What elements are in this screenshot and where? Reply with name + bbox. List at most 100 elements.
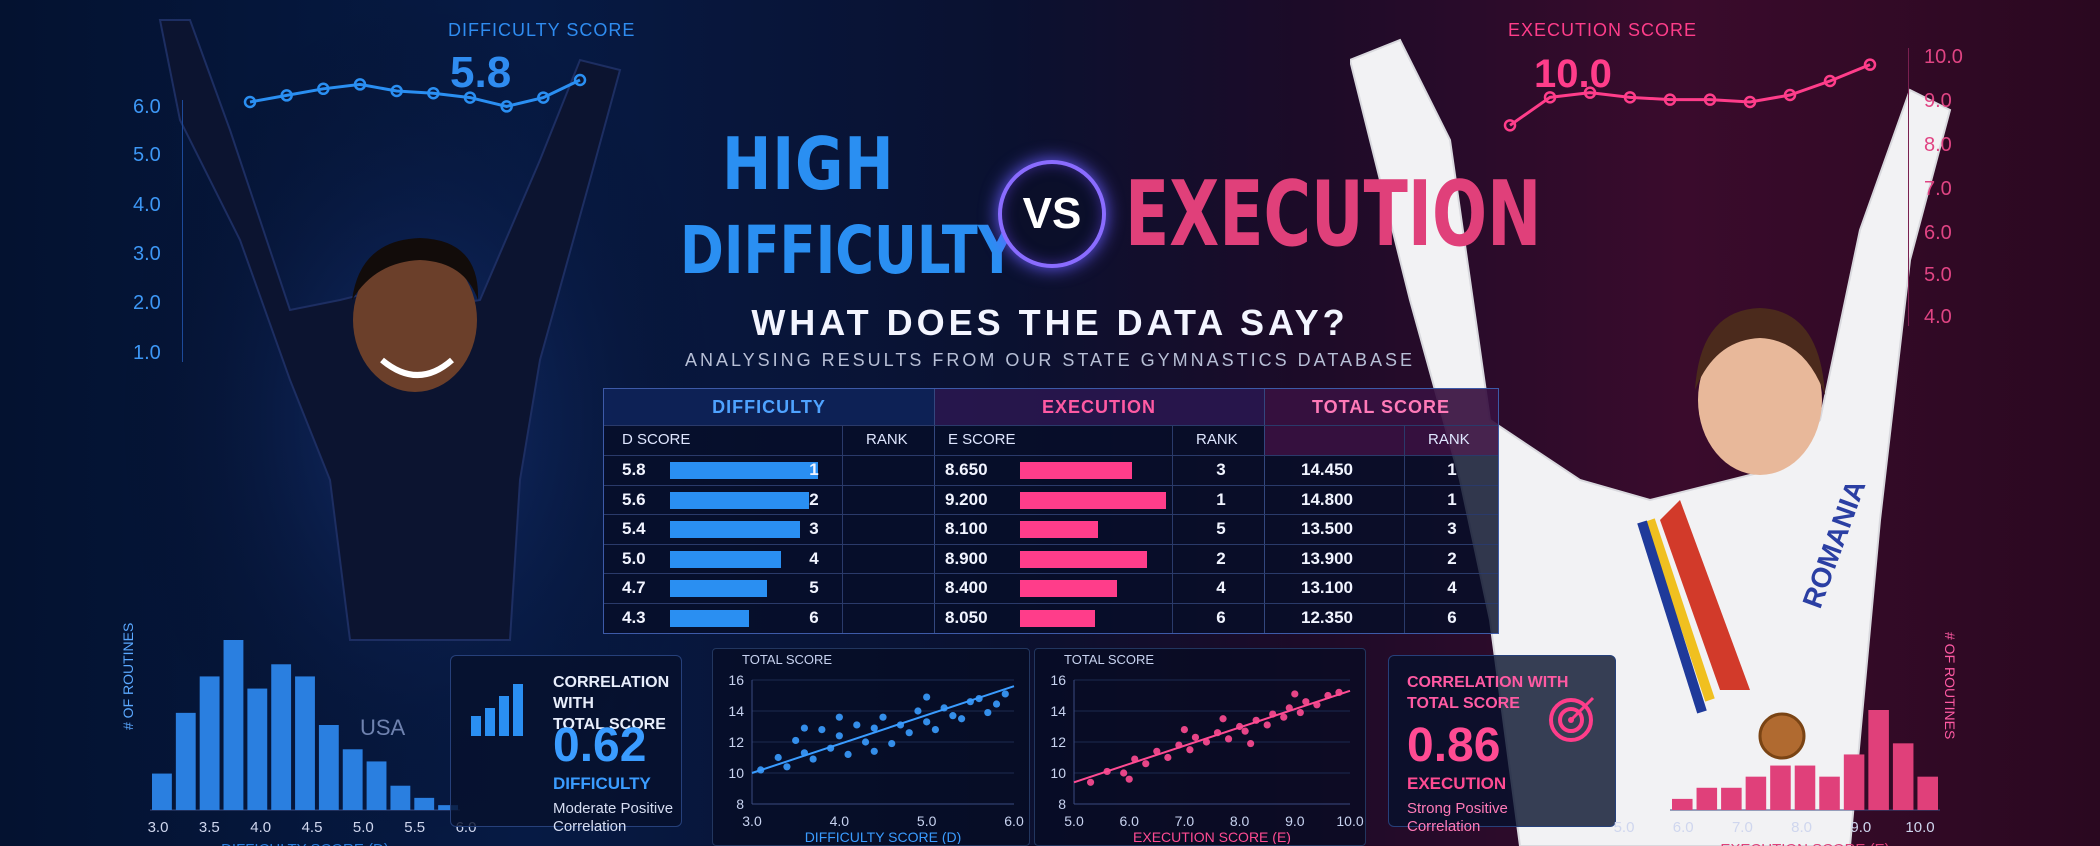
vs-badge: VS (998, 160, 1106, 268)
corr-value: 0.86 (1407, 719, 1501, 772)
left-axis-tick: 4.0 (133, 194, 161, 216)
difficulty-correlation-card: CORRELATION WITH TOTAL SCORE 0.62 DIFFIC… (450, 655, 682, 835)
scatter-point (888, 739, 896, 748)
scatter-y-tick: 12 (728, 734, 744, 750)
histogram-bar (1770, 765, 1791, 810)
right-axis-tick: 4.0 (1924, 306, 1952, 328)
routines-axis-label-left: # OF ROUTINES (120, 622, 136, 730)
scatter-point (931, 726, 939, 734)
trend-point (1543, 91, 1557, 104)
trend-point (1583, 86, 1597, 99)
trend-line (1509, 63, 1871, 127)
bar-chart-icon (471, 684, 523, 736)
trend-point (1783, 88, 1797, 102)
trend-point (1663, 93, 1677, 106)
left-axis-tick: 2.0 (133, 292, 161, 314)
right-axis-tick: 10.0 (1924, 46, 1963, 68)
table-rule (604, 425, 1498, 426)
trend-point (280, 89, 293, 102)
table-row: 5.8 1 8.650 3 14.450 1 (604, 455, 1498, 485)
question-heading: WHAT DOES THE DATA SAY? (751, 302, 1349, 343)
scatter-trend-line (1073, 689, 1351, 784)
scatter-x-tick: 5.0 (1064, 813, 1084, 829)
headline-high: HIGH (722, 122, 895, 206)
table-rule (604, 573, 1498, 574)
trend-point (243, 95, 257, 109)
scatter-x-label: EXECUTION SCORE (E) (1133, 829, 1291, 844)
scatter-point (984, 708, 992, 717)
table-rule (604, 543, 1498, 545)
e-rank-cell: 3 (1216, 460, 1226, 479)
scatter-point (1153, 747, 1161, 755)
corr-title-line: TOTAL SCORE (1407, 695, 1520, 712)
left-athlete-illustration: USA (120, 0, 720, 840)
scatter-y-tick: 10 (1050, 765, 1066, 781)
e-score-subheader: E SCORE (948, 431, 1016, 448)
total-score-cell: 13.500 (1301, 519, 1353, 538)
scatter-point (1291, 690, 1299, 698)
subtitle: ANALYSING RESULTS FROM OUR STATE GYMNAST… (684, 350, 1416, 370)
histogram-bar (152, 773, 172, 810)
scatter-point (1191, 733, 1200, 741)
scatter-point (905, 729, 913, 737)
histogram-bar (223, 640, 244, 810)
trend-point (1503, 119, 1517, 132)
scatter-x-tick: 10.0 (1336, 813, 1363, 829)
scatter-y-tick: 14 (728, 703, 744, 719)
scatter-point (914, 707, 922, 715)
trend-point (317, 82, 330, 96)
scatter-x-tick: 3.0 (742, 813, 762, 829)
right-axis-line (1908, 48, 1909, 326)
d-rank-cell: 2 (809, 489, 819, 509)
histogram-tick-label: 6.0 (1673, 819, 1694, 836)
scatter-point (1001, 690, 1009, 698)
left-axis-tick: 5.0 (133, 144, 161, 166)
scatter-point (1202, 738, 1211, 746)
table-rule (604, 484, 1498, 486)
histogram-tick-label: 5.0 (353, 819, 374, 836)
scatter-point (1219, 715, 1227, 723)
histogram-tick-label: 5.5 (404, 819, 425, 836)
corr-title-line: TOTAL SCORE (553, 716, 666, 733)
scatter-point (870, 724, 878, 732)
e-score-cell: 8.900 (945, 548, 988, 568)
total-score-cell: 13.900 (1301, 548, 1353, 568)
total-score-cell: 14.450 (1301, 460, 1353, 479)
left-axis-tick: 6.0 (133, 96, 161, 118)
execution-trend-line (1503, 58, 1877, 132)
e-score-bar (1020, 491, 1166, 509)
e-rank-cell: 1 (1216, 489, 1226, 509)
corr-desc-line: Correlation (553, 818, 627, 835)
histogram-bar (295, 676, 315, 810)
scatter-x-tick: 9.0 (1285, 813, 1305, 829)
histogram-axis-label: DIFFICULTY SCORE (D) (221, 841, 389, 846)
histogram-bar (414, 797, 435, 810)
corr-kind: EXECUTION (1407, 774, 1507, 793)
d-score-cell: 4.3 (622, 607, 646, 627)
corr-kind: DIFFICULTY (553, 774, 651, 793)
table-divider (1264, 389, 1265, 633)
trend-point (1743, 95, 1757, 109)
histogram-bar (1892, 743, 1914, 810)
difficulty-score-value: 5.8 (450, 48, 512, 97)
histogram-bar (175, 712, 196, 810)
e-score-bar (1020, 550, 1148, 568)
scatter-y-tick: 8 (1058, 796, 1066, 812)
table-divider (934, 389, 935, 633)
total-rank-cell: 2 (1447, 548, 1457, 568)
scatter-point (861, 738, 870, 746)
difficulty-score-label: DIFFICULTY SCORE (448, 20, 636, 40)
difficulty-header-bg (604, 389, 934, 425)
d-score-bar (670, 609, 749, 627)
scatter-point (949, 712, 957, 720)
scatter-x-tick: 8.0 (1230, 813, 1250, 829)
e-score-cell: 8.050 (945, 607, 988, 627)
scatter-point (1241, 727, 1249, 735)
right-axis-tick: 8.0 (1924, 134, 1952, 156)
total-header-bg (1264, 389, 1498, 455)
scatter-point (923, 718, 931, 726)
e-score-bar (1020, 462, 1132, 479)
corr-value: 0.62 (553, 719, 647, 772)
execution-score-value: 10.0 (1534, 52, 1612, 96)
